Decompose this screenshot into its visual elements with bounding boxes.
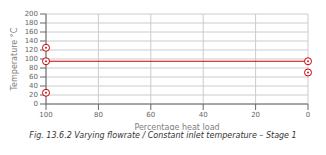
svg-text:160: 160 — [25, 28, 38, 36]
svg-text:100: 100 — [25, 55, 38, 63]
svg-text:120: 120 — [25, 46, 38, 54]
svg-text:40: 40 — [199, 111, 208, 119]
svg-text:Percentage heat load: Percentage heat load — [134, 123, 219, 130]
svg-text:180: 180 — [25, 19, 38, 27]
svg-text:200: 200 — [25, 10, 38, 18]
svg-text:Temperature °C: Temperature °C — [10, 27, 19, 91]
svg-text:80: 80 — [94, 111, 103, 119]
html-text:Fig. 13.6.2 Varying flowrate /: Fig. 13.6.2 Varying flowrate / Constant … — [29, 131, 297, 140]
svg-text:0: 0 — [34, 100, 38, 108]
svg-text:80: 80 — [29, 64, 38, 72]
svg-text:100: 100 — [39, 111, 52, 119]
svg-text:40: 40 — [29, 82, 38, 90]
svg-text:20: 20 — [29, 91, 38, 99]
svg-text:60: 60 — [29, 73, 38, 81]
svg-text:0: 0 — [306, 111, 310, 119]
svg-text:60: 60 — [146, 111, 155, 119]
svg-text:20: 20 — [251, 111, 260, 119]
svg-text:140: 140 — [25, 37, 38, 45]
